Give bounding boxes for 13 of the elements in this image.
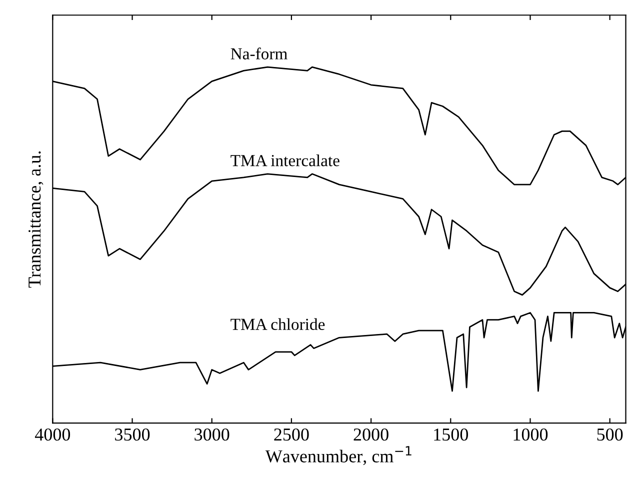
x-tick-label: 3000 — [194, 428, 230, 441]
x-tick-label: 2000 — [354, 428, 388, 441]
x-tick-label: 1000 — [514, 428, 548, 441]
x-tick-label: 4000 — [34, 428, 70, 441]
x-axis-title: Wavenumber, cm$^{−1}$ — [265, 446, 412, 466]
y-axis-title: Transmittance, a.u. — [28, 151, 44, 288]
x-tick-label: 500 — [597, 428, 623, 441]
series-label: TMA intercalate — [230, 154, 340, 166]
x-tick-label: 2500 — [274, 428, 309, 441]
x-tick-label: 3500 — [115, 428, 150, 441]
x-tick-label: 1500 — [434, 428, 468, 441]
series-label: TMA chloride — [230, 318, 325, 330]
series-label: Na-form — [230, 48, 288, 60]
